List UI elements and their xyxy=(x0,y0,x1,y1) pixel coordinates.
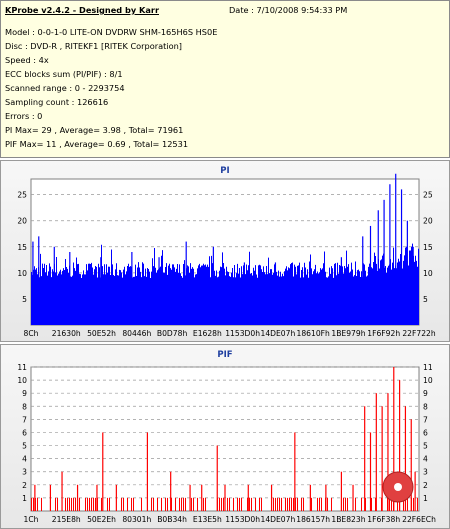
x-tick-label: 22F722h xyxy=(402,329,436,338)
y-tick-label-right: 11 xyxy=(423,363,433,372)
x-tick-label: 50E52h xyxy=(87,329,116,338)
x-tick-label: E1628h xyxy=(193,329,222,338)
y-tick-label-left: 11 xyxy=(17,363,27,372)
x-tick-label: 215E8h xyxy=(52,515,81,524)
info-pif-summary: PIF Max= 11 , Average= 0.69 , Total= 125… xyxy=(5,139,189,149)
x-tick-label: 1BE979h xyxy=(331,329,365,338)
info-sampling: Sampling count : 126616 xyxy=(5,97,109,107)
x-tick-label: 22F6ECh xyxy=(402,515,436,524)
x-tick-label: 18610Fh xyxy=(297,329,331,338)
x-tick-label: 1BE823h xyxy=(331,515,365,524)
x-tick-label: 21630h xyxy=(52,329,81,338)
scan-date: Date : 7/10/2008 9:54:33 PM xyxy=(229,5,348,15)
x-tick-label: B0D78h xyxy=(157,329,188,338)
x-tick-label: E13E5h xyxy=(193,515,222,524)
app-title: KProbe v2.4.2 - Designed by Karr xyxy=(5,5,159,15)
info-disc: Disc : DVD-R , RITEKF1 [RITEK Corporatio… xyxy=(5,41,182,51)
x-tick-label: 1153D0h xyxy=(225,329,260,338)
x-tick-label: B0B34h xyxy=(157,515,187,524)
x-tick-label: 80446h xyxy=(122,329,151,338)
x-tick-label: 14DE07h xyxy=(261,515,296,524)
y-tick-label-right: 7 xyxy=(423,415,428,424)
y-tick-label-left: 1 xyxy=(22,494,27,503)
pif-chart-panel: PIF 1 1 2 2 3 3 4 4 5 5 6 6 7 7 8 8 9 9 10 10 11 11 1Ch 215E8h 50… xyxy=(0,344,450,529)
chart-title: PI xyxy=(220,166,229,176)
y-tick-label-left: 9 xyxy=(22,389,27,398)
x-tick-label: 1153D0h xyxy=(225,515,260,524)
y-tick-label-right: 15 xyxy=(423,243,433,252)
y-tick-label-right: 2 xyxy=(423,481,428,490)
y-tick-label-left: 25 xyxy=(17,191,27,200)
info-ecc: ECC blocks sum (PI/PIF) : 8/1 xyxy=(5,69,123,79)
y-tick-label-right: 4 xyxy=(423,455,428,464)
y-tick-label-right: 3 xyxy=(423,468,428,477)
x-tick-label: 1Ch xyxy=(24,515,39,524)
y-tick-label-left: 15 xyxy=(17,243,27,252)
chart-title: PIF xyxy=(217,350,232,360)
data-series xyxy=(31,367,418,511)
y-tick-label-right: 6 xyxy=(423,428,428,437)
y-tick-label-left: 3 xyxy=(22,468,27,477)
y-tick-label-right: 8 xyxy=(423,402,428,411)
info-speed: Speed : 4x xyxy=(5,55,49,65)
y-tick-label-left: 10 xyxy=(17,269,27,278)
pi-chart-panel: PI 5 5 10 10 15 15 20 20 25 25 8Ch 21630h 50E52h 80446… xyxy=(0,160,450,342)
x-tick-label: 50E2Eh xyxy=(87,515,116,524)
x-tick-label: 1F6F92h xyxy=(367,329,400,338)
info-pi-summary: PI Max= 29 , Average= 3.98 , Total= 7196… xyxy=(5,125,184,135)
y-tick-label-left: 2 xyxy=(22,481,27,490)
y-tick-label-left: 6 xyxy=(22,428,27,437)
info-errors: Errors : 0 xyxy=(5,111,43,121)
y-tick-label-right: 20 xyxy=(423,217,433,226)
info-model: Model : 0-0-1-0 LITE-ON DVDRW SHM-165H6S… xyxy=(5,27,218,37)
y-tick-label-right: 1 xyxy=(423,494,428,503)
y-tick-label-right: 10 xyxy=(423,376,433,385)
y-tick-label-right: 5 xyxy=(423,295,428,304)
x-tick-label: 14DE07h xyxy=(261,329,296,338)
x-tick-label: 80301h xyxy=(122,515,151,524)
y-tick-label-left: 5 xyxy=(22,442,27,451)
y-tick-label-right: 10 xyxy=(423,269,433,278)
y-tick-label-right: 5 xyxy=(423,442,428,451)
pi-chart: PI 5 5 10 10 15 15 20 20 25 25 8Ch 21630h 50E52h 80446… xyxy=(17,166,436,338)
x-tick-label: 8Ch xyxy=(24,329,39,338)
disc-hole xyxy=(394,483,402,491)
y-tick-label-left: 20 xyxy=(17,217,27,226)
y-tick-label-left: 5 xyxy=(22,295,27,304)
y-tick-label-left: 7 xyxy=(22,415,27,424)
y-tick-label-left: 4 xyxy=(22,455,27,464)
y-tick-label-left: 10 xyxy=(17,376,27,385)
y-tick-label-right: 25 xyxy=(423,191,433,200)
y-tick-label-left: 8 xyxy=(22,402,27,411)
x-tick-label: 186157h xyxy=(296,515,330,524)
info-panel: KProbe v2.4.2 - Designed by Karr Date : … xyxy=(0,0,450,158)
info-range: Scanned range : 0 - 2293754 xyxy=(5,83,125,93)
data-series xyxy=(31,173,419,325)
x-tick-label: 1F6F38h xyxy=(367,515,400,524)
y-tick-label-right: 9 xyxy=(423,389,428,398)
disc-icon xyxy=(382,471,414,503)
